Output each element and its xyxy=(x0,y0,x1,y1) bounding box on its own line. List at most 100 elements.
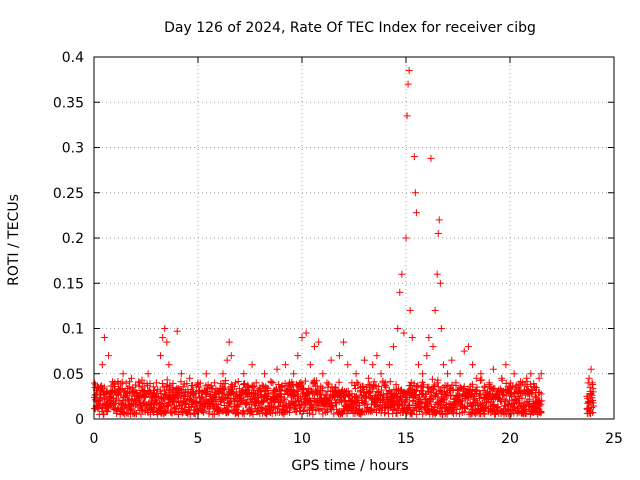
x-tick-label: 25 xyxy=(605,431,623,447)
data-point xyxy=(498,374,506,382)
data-point xyxy=(122,379,130,387)
data-point xyxy=(436,279,444,287)
data-point xyxy=(163,338,171,346)
data-point xyxy=(131,409,139,417)
data-point xyxy=(105,352,113,360)
data-point xyxy=(448,408,456,416)
data-point xyxy=(458,408,466,416)
data-point xyxy=(205,408,213,416)
data-point xyxy=(310,343,318,351)
data-point xyxy=(225,338,233,346)
data-point xyxy=(360,400,368,408)
data-point xyxy=(437,325,445,332)
data-point xyxy=(521,391,529,399)
data-point xyxy=(223,356,231,364)
data-point xyxy=(531,383,539,391)
data-point xyxy=(157,352,165,360)
data-point xyxy=(99,385,107,393)
data-point xyxy=(402,234,410,242)
data-point xyxy=(535,374,543,382)
data-point xyxy=(410,153,418,161)
data-point xyxy=(329,403,337,411)
data-point xyxy=(344,387,352,395)
data-point xyxy=(537,400,545,408)
data-point xyxy=(362,394,370,402)
data-point xyxy=(589,399,597,407)
data-point xyxy=(173,327,181,335)
data-point xyxy=(504,401,512,409)
data-point xyxy=(319,410,327,418)
data-point xyxy=(375,383,383,391)
data-point xyxy=(227,352,235,360)
data-point xyxy=(537,390,545,398)
data-point xyxy=(219,370,227,378)
data-point xyxy=(485,379,493,387)
data-point xyxy=(294,387,302,395)
data-point xyxy=(119,370,127,378)
data-point xyxy=(156,399,164,407)
data-point xyxy=(271,403,279,411)
data-point xyxy=(215,388,223,396)
data-point xyxy=(587,365,595,373)
data-point xyxy=(248,361,256,369)
data-point xyxy=(351,385,359,393)
data-point xyxy=(435,216,443,224)
data-point xyxy=(148,392,156,400)
data-point xyxy=(405,67,413,75)
data-point xyxy=(258,381,266,389)
data-point xyxy=(441,388,449,396)
x-tick-label: 15 xyxy=(397,431,415,447)
data-point xyxy=(522,406,530,414)
data-point xyxy=(588,404,596,412)
data-point xyxy=(460,347,468,355)
data-point xyxy=(389,397,397,405)
data-point xyxy=(414,361,422,369)
data-point xyxy=(370,378,378,386)
data-point xyxy=(503,400,511,408)
data-point xyxy=(159,403,167,411)
data-point xyxy=(386,378,394,386)
data-point xyxy=(118,378,126,386)
data-point xyxy=(339,408,347,416)
x-axis: 0 5 10 15 20 25 xyxy=(90,57,623,447)
data-point xyxy=(132,397,140,405)
data-point xyxy=(256,388,264,396)
data-point xyxy=(158,379,166,387)
data-point xyxy=(313,377,321,385)
data-point xyxy=(297,394,305,402)
data-point xyxy=(249,410,257,418)
data-point xyxy=(469,361,477,369)
data-point xyxy=(396,288,404,296)
x-tick-label: 5 xyxy=(194,431,203,447)
data-point xyxy=(431,306,439,314)
data-point xyxy=(183,380,191,388)
data-point xyxy=(200,407,208,415)
y-tick-label: 0.2 xyxy=(62,231,84,247)
data-point xyxy=(340,338,348,346)
data-point xyxy=(348,379,356,387)
data-point xyxy=(298,334,306,342)
data-point xyxy=(401,397,409,405)
data-point xyxy=(394,325,402,332)
data-point xyxy=(589,408,597,416)
data-point xyxy=(368,407,376,415)
data-point xyxy=(309,378,317,386)
data-point xyxy=(265,392,273,400)
data-point xyxy=(373,388,381,396)
data-point xyxy=(96,401,104,409)
data-point xyxy=(527,380,535,388)
data-points xyxy=(90,67,598,418)
data-point xyxy=(508,385,516,393)
data-point xyxy=(140,388,148,396)
data-point xyxy=(439,361,447,369)
data-point xyxy=(302,329,310,337)
data-point xyxy=(100,383,108,391)
data-point xyxy=(479,409,487,417)
data-point xyxy=(123,388,131,396)
data-point xyxy=(393,409,401,417)
data-point xyxy=(409,405,417,413)
data-point xyxy=(426,394,434,402)
data-point xyxy=(514,404,522,412)
data-point xyxy=(381,409,389,417)
